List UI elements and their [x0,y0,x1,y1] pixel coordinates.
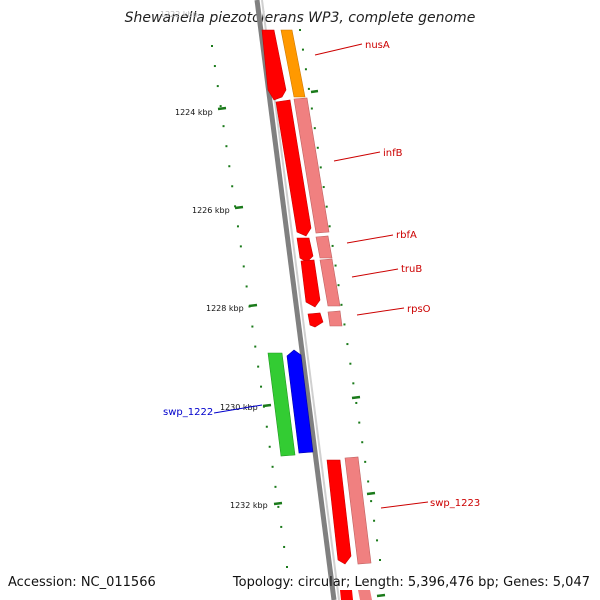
gene-label-rbfA[interactable]: rbfA [396,230,417,241]
gene-block-green[interactable] [267,352,296,457]
gene-arrow-truB-cds[interactable] [300,259,321,308]
gene-label-truB[interactable]: truB [401,264,422,275]
scale-tick-1224: 1224 kbp [175,106,227,117]
gene-arrow-swp_1222[interactable] [286,349,314,454]
gene-arrow-bottom-cds [340,590,353,600]
genome-summary: Topology: circular; Length: 5,396,476 bp… [232,575,590,590]
scale-label-1228: 1228 kbp [206,304,244,313]
scale-dots-right [299,29,381,561]
scale-label-top: 1222 kbp [160,10,198,19]
gene-arrow-swp_1223-cds[interactable] [326,459,352,565]
gene-label-swp_1223[interactable]: swp_1223 [430,498,480,509]
scale-label-1226: 1226 kbp [192,206,230,215]
gene-block-bottom [358,590,372,600]
gene-block-truB[interactable] [319,258,341,307]
gene-block-rpsO[interactable] [327,310,343,327]
scale-label-1232: 1232 kbp [230,501,268,510]
gene-block-infB[interactable] [293,97,330,234]
gene-block-nusA[interactable] [280,29,306,98]
scale-tick-1226: 1226 kbp [192,205,244,215]
map-title: Shewanella piezotolerans WP3, complete g… [124,10,476,26]
gene-label-rpsO[interactable]: rpsO [407,304,431,315]
scale-tick-1228: 1228 kbp [206,303,258,313]
gene-arrow-rbfA-cds[interactable] [296,237,314,263]
gene-label-swp_1222[interactable]: swp_1222 [163,407,213,418]
gene-label-nusA[interactable]: nusA [365,40,390,51]
gene-arrow-rpsO-cds[interactable] [307,312,324,328]
gene-block-rbfA[interactable] [315,235,333,259]
gene-arrow-infB-cds[interactable] [275,99,312,237]
gene-arrow-nusA-cds[interactable] [261,29,287,101]
scale-label-1230: 1230 kbp [220,403,258,412]
scale-label-1224: 1224 kbp [175,108,213,117]
scale-tick-1232: 1232 kbp [230,501,283,510]
gene-label-infB[interactable]: infB [383,148,403,159]
scale-tick-1230: 1230 kbp [220,403,272,412]
accession-label: Accession: NC_011566 [8,575,156,590]
gene-block-swp_1223[interactable] [344,456,372,565]
